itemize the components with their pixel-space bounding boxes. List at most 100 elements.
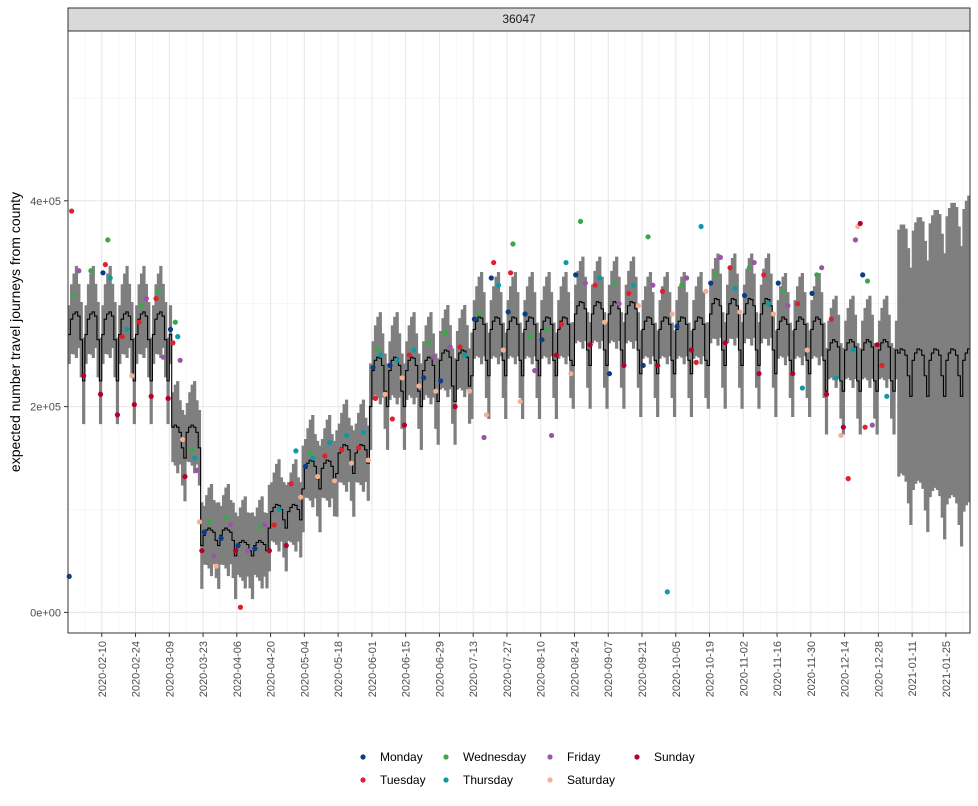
observed-point <box>483 412 490 418</box>
x-tick-label: 2020-02-24 <box>131 641 143 697</box>
observed-point <box>421 375 427 381</box>
observed-point <box>507 270 514 276</box>
observed-point <box>717 254 723 260</box>
observed-point <box>228 522 234 528</box>
observed-point <box>645 234 651 240</box>
observed-point <box>119 334 125 340</box>
x-tick-label: 2020-03-09 <box>164 641 176 697</box>
observed-point <box>505 309 511 315</box>
x-axis: 2020-02-10 2020-02-24 2020-03-09 2020-03-23… <box>97 633 953 697</box>
observed-point <box>770 311 777 317</box>
observed-point <box>170 340 176 346</box>
observed-point <box>790 371 796 377</box>
observed-point <box>172 319 178 325</box>
observed-points <box>66 208 890 610</box>
observed-point <box>97 391 104 397</box>
observed-point <box>860 272 866 278</box>
observed-point <box>266 548 272 554</box>
observed-point <box>708 280 714 286</box>
observed-point <box>712 272 719 278</box>
observed-point <box>399 375 405 381</box>
observed-point <box>517 398 523 405</box>
observed-point <box>452 404 458 410</box>
observed-point <box>592 282 598 288</box>
observed-point <box>462 352 468 358</box>
observed-point <box>573 272 579 278</box>
observed-point <box>129 373 135 379</box>
x-tick-label: 2020-08-24 <box>569 641 581 697</box>
x-tick-label: 2020-09-07 <box>603 641 615 697</box>
observed-point <box>175 334 181 340</box>
observed-point <box>495 282 502 288</box>
observed-point <box>307 450 313 456</box>
observed-point <box>794 301 801 307</box>
x-tick-label: 2020-12-14 <box>840 641 852 697</box>
legend-label: Friday <box>567 750 600 764</box>
observed-point <box>143 295 149 302</box>
observed-point <box>679 282 685 288</box>
observed-point <box>698 223 704 230</box>
observed-point <box>387 362 393 369</box>
observed-point <box>213 563 219 569</box>
observed-point <box>548 432 555 439</box>
observed-point <box>640 362 646 369</box>
observed-point <box>602 319 608 325</box>
observed-point <box>606 371 613 377</box>
legend-swatch <box>547 777 553 783</box>
observed-point <box>76 268 82 274</box>
observed-point <box>884 393 890 399</box>
observed-point <box>179 436 186 443</box>
observed-point <box>471 316 477 322</box>
x-tick-label: 2020-11-30 <box>806 641 818 696</box>
observed-point <box>751 259 757 266</box>
observed-point <box>389 416 395 422</box>
observed-point <box>659 288 666 294</box>
observed-point <box>664 589 670 595</box>
observed-point <box>850 347 856 353</box>
observed-point <box>206 519 212 525</box>
observed-point <box>703 288 709 294</box>
observed-point <box>756 371 762 377</box>
observed-point <box>81 373 87 379</box>
observed-point <box>693 359 699 365</box>
observed-point <box>155 288 162 294</box>
observed-point <box>69 208 75 214</box>
observed-point <box>343 432 350 439</box>
legend-swatch <box>360 777 366 783</box>
observed-point <box>107 275 113 281</box>
observed-point <box>833 375 839 381</box>
observed-point <box>840 424 846 430</box>
observed-point <box>105 237 111 243</box>
observed-point <box>406 352 412 358</box>
observed-point <box>684 275 690 281</box>
y-tick-label: 2e+05 <box>30 402 61 414</box>
observed-point <box>722 340 728 346</box>
observed-point <box>153 295 159 302</box>
observed-point <box>563 259 569 266</box>
observed-point <box>66 573 72 580</box>
observed-point <box>732 285 738 291</box>
observed-point <box>597 275 603 281</box>
facet-strip-background <box>67 7 971 32</box>
observed-point <box>233 548 239 554</box>
observed-point <box>864 278 871 284</box>
observed-point <box>746 265 752 271</box>
observed-point <box>438 378 444 384</box>
x-tick-label: 2020-12-28 <box>873 641 885 697</box>
legend-swatch <box>443 777 449 783</box>
legend-label: Sunday <box>654 750 695 764</box>
legend-swatch <box>360 754 366 760</box>
observed-point <box>114 412 121 418</box>
observed-point <box>558 321 564 327</box>
observed-point <box>339 447 345 453</box>
observed-point <box>442 329 449 336</box>
observed-point <box>331 478 338 484</box>
observed-point <box>775 280 781 286</box>
observed-point <box>102 261 108 268</box>
observed-point <box>124 326 130 333</box>
observed-point <box>237 604 244 610</box>
x-tick-label: 2021-01-11 <box>907 641 919 696</box>
observed-point <box>182 473 188 480</box>
observed-point <box>88 268 94 274</box>
observed-point <box>879 362 885 369</box>
